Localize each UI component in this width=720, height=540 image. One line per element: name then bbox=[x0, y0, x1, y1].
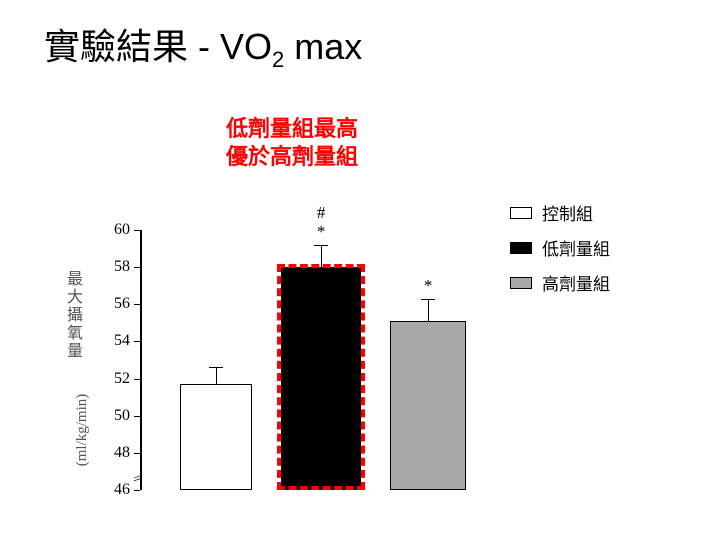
chart-legend: 控制組低劑量組高劑量組 bbox=[510, 200, 610, 305]
y-axis-label-unit: (ml/kg/min) bbox=[74, 380, 91, 480]
y-tick bbox=[134, 416, 140, 417]
y-tick bbox=[134, 379, 140, 380]
y-tick bbox=[134, 453, 140, 454]
errorbar-control bbox=[216, 367, 217, 384]
y-tick-label: 54 bbox=[102, 332, 130, 350]
sig-marker: # bbox=[313, 203, 329, 223]
errorbar-cap-control bbox=[209, 367, 223, 368]
legend-item: 高劑量組 bbox=[510, 270, 610, 295]
legend-label: 低劑量組 bbox=[542, 235, 610, 260]
y-tick bbox=[134, 267, 140, 268]
legend-swatch bbox=[510, 242, 532, 254]
y-axis-label-cn: 最大攝氧量 bbox=[60, 270, 84, 360]
y-tick bbox=[134, 230, 140, 231]
y-tick-label: 58 bbox=[102, 258, 130, 276]
sig-marker: * bbox=[420, 276, 436, 296]
errorbar-low-dose bbox=[321, 245, 322, 267]
sig-marker: * bbox=[313, 222, 329, 242]
slide-root: 實驗結果 - VO2 max 低劑量組最高 優於高劑量組 46485052545… bbox=[0, 0, 720, 540]
y-tick bbox=[134, 490, 140, 491]
y-tick-label: 46 bbox=[102, 481, 130, 499]
bar-low-dose bbox=[281, 267, 360, 490]
legend-swatch bbox=[510, 277, 532, 289]
y-tick-label: 48 bbox=[102, 444, 130, 462]
y-tick-label: 60 bbox=[102, 221, 130, 239]
y-tick-label: 50 bbox=[102, 407, 130, 425]
y-tick-label: 56 bbox=[102, 295, 130, 313]
errorbar-high-dose bbox=[428, 299, 429, 321]
legend-item: 控制組 bbox=[510, 200, 610, 225]
legend-item: 低劑量組 bbox=[510, 235, 610, 260]
y-tick-label: 52 bbox=[102, 370, 130, 388]
legend-swatch bbox=[510, 207, 532, 219]
legend-label: 高劑量組 bbox=[542, 270, 610, 295]
bar-control bbox=[180, 384, 252, 490]
y-axis bbox=[140, 230, 142, 490]
bar-high-dose bbox=[390, 321, 466, 490]
y-tick bbox=[134, 304, 140, 305]
vo2max-bar-chart: 4648505254565860=最大攝氧量(ml/kg/min)*#* bbox=[0, 0, 720, 540]
errorbar-cap-high-dose bbox=[421, 299, 435, 300]
axis-break-icon: = bbox=[133, 471, 141, 490]
errorbar-cap-low-dose bbox=[314, 245, 328, 246]
y-tick bbox=[134, 341, 140, 342]
legend-label: 控制組 bbox=[542, 200, 593, 225]
